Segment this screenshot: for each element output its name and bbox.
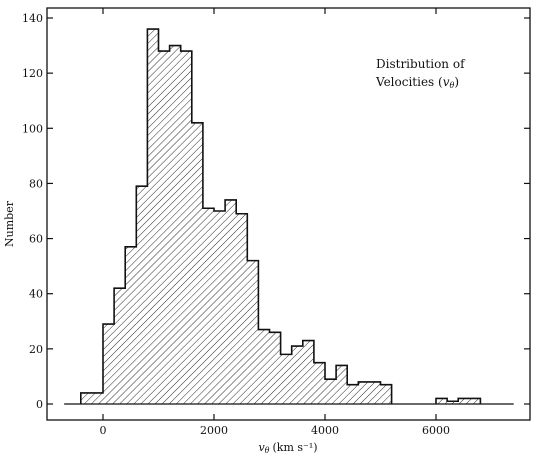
histogram-bar — [302, 340, 314, 404]
x-axis-label: vθ (km s⁻¹) — [258, 441, 317, 455]
y-tick-label: 20 — [29, 343, 43, 356]
histogram-bar — [202, 208, 214, 404]
histogram-bar — [380, 384, 392, 404]
x-axis-ticks: 0 2000 4000 6000 — [100, 8, 450, 437]
histogram-bar — [125, 246, 137, 404]
histogram-bar — [214, 211, 226, 404]
histogram-bar — [269, 332, 281, 404]
histogram-bar — [280, 354, 292, 404]
histogram-bar — [169, 45, 181, 404]
histogram-bar — [236, 213, 248, 404]
annotation-line-2: Velocities (vθ) — [375, 75, 459, 90]
histogram-bar — [191, 122, 203, 405]
histogram-bar — [447, 401, 459, 404]
annotation-line-1: Distribution of — [376, 57, 466, 71]
histogram-bar — [369, 381, 381, 404]
histogram-outline — [80, 28, 482, 404]
histogram-bar — [358, 381, 370, 404]
histogram-bar — [136, 186, 148, 404]
histogram-bar — [91, 392, 103, 404]
histogram-bar — [158, 51, 170, 404]
x-tick-label: 4000 — [311, 424, 339, 437]
histogram-bar — [103, 324, 115, 404]
histogram-bar — [469, 398, 481, 404]
plot-frame — [46, 7, 531, 421]
histogram-bar — [80, 392, 92, 404]
histogram-bar — [258, 329, 270, 404]
histogram-bar — [336, 365, 348, 404]
y-tick-label: 120 — [22, 67, 43, 80]
histogram-bar — [147, 29, 159, 405]
histogram-bar — [436, 398, 448, 404]
x-tick-label: 6000 — [422, 424, 450, 437]
x-tick-label: 2000 — [200, 424, 228, 437]
y-tick-label: 80 — [29, 177, 43, 190]
x-tick-label: 0 — [100, 424, 107, 437]
y-tick-label: 60 — [29, 233, 43, 246]
histogram-bar — [313, 362, 325, 404]
histogram-bar — [114, 288, 126, 404]
histogram-bar — [225, 199, 237, 404]
y-axis-label: Number — [3, 200, 16, 247]
histogram-bar — [180, 51, 192, 404]
histogram-bar — [458, 398, 470, 404]
y-tick-label: 100 — [22, 122, 43, 135]
histogram-bar — [291, 346, 303, 404]
histogram-bars — [80, 29, 481, 405]
histogram-bar — [325, 379, 337, 404]
y-tick-label: 140 — [22, 12, 43, 25]
histogram-bar — [347, 384, 359, 404]
y-tick-label: 0 — [36, 398, 43, 411]
y-tick-label: 40 — [29, 288, 43, 301]
y-axis-ticks: 0 20 40 60 80 100 120 140 — [22, 12, 530, 411]
histogram-bar — [247, 260, 259, 404]
